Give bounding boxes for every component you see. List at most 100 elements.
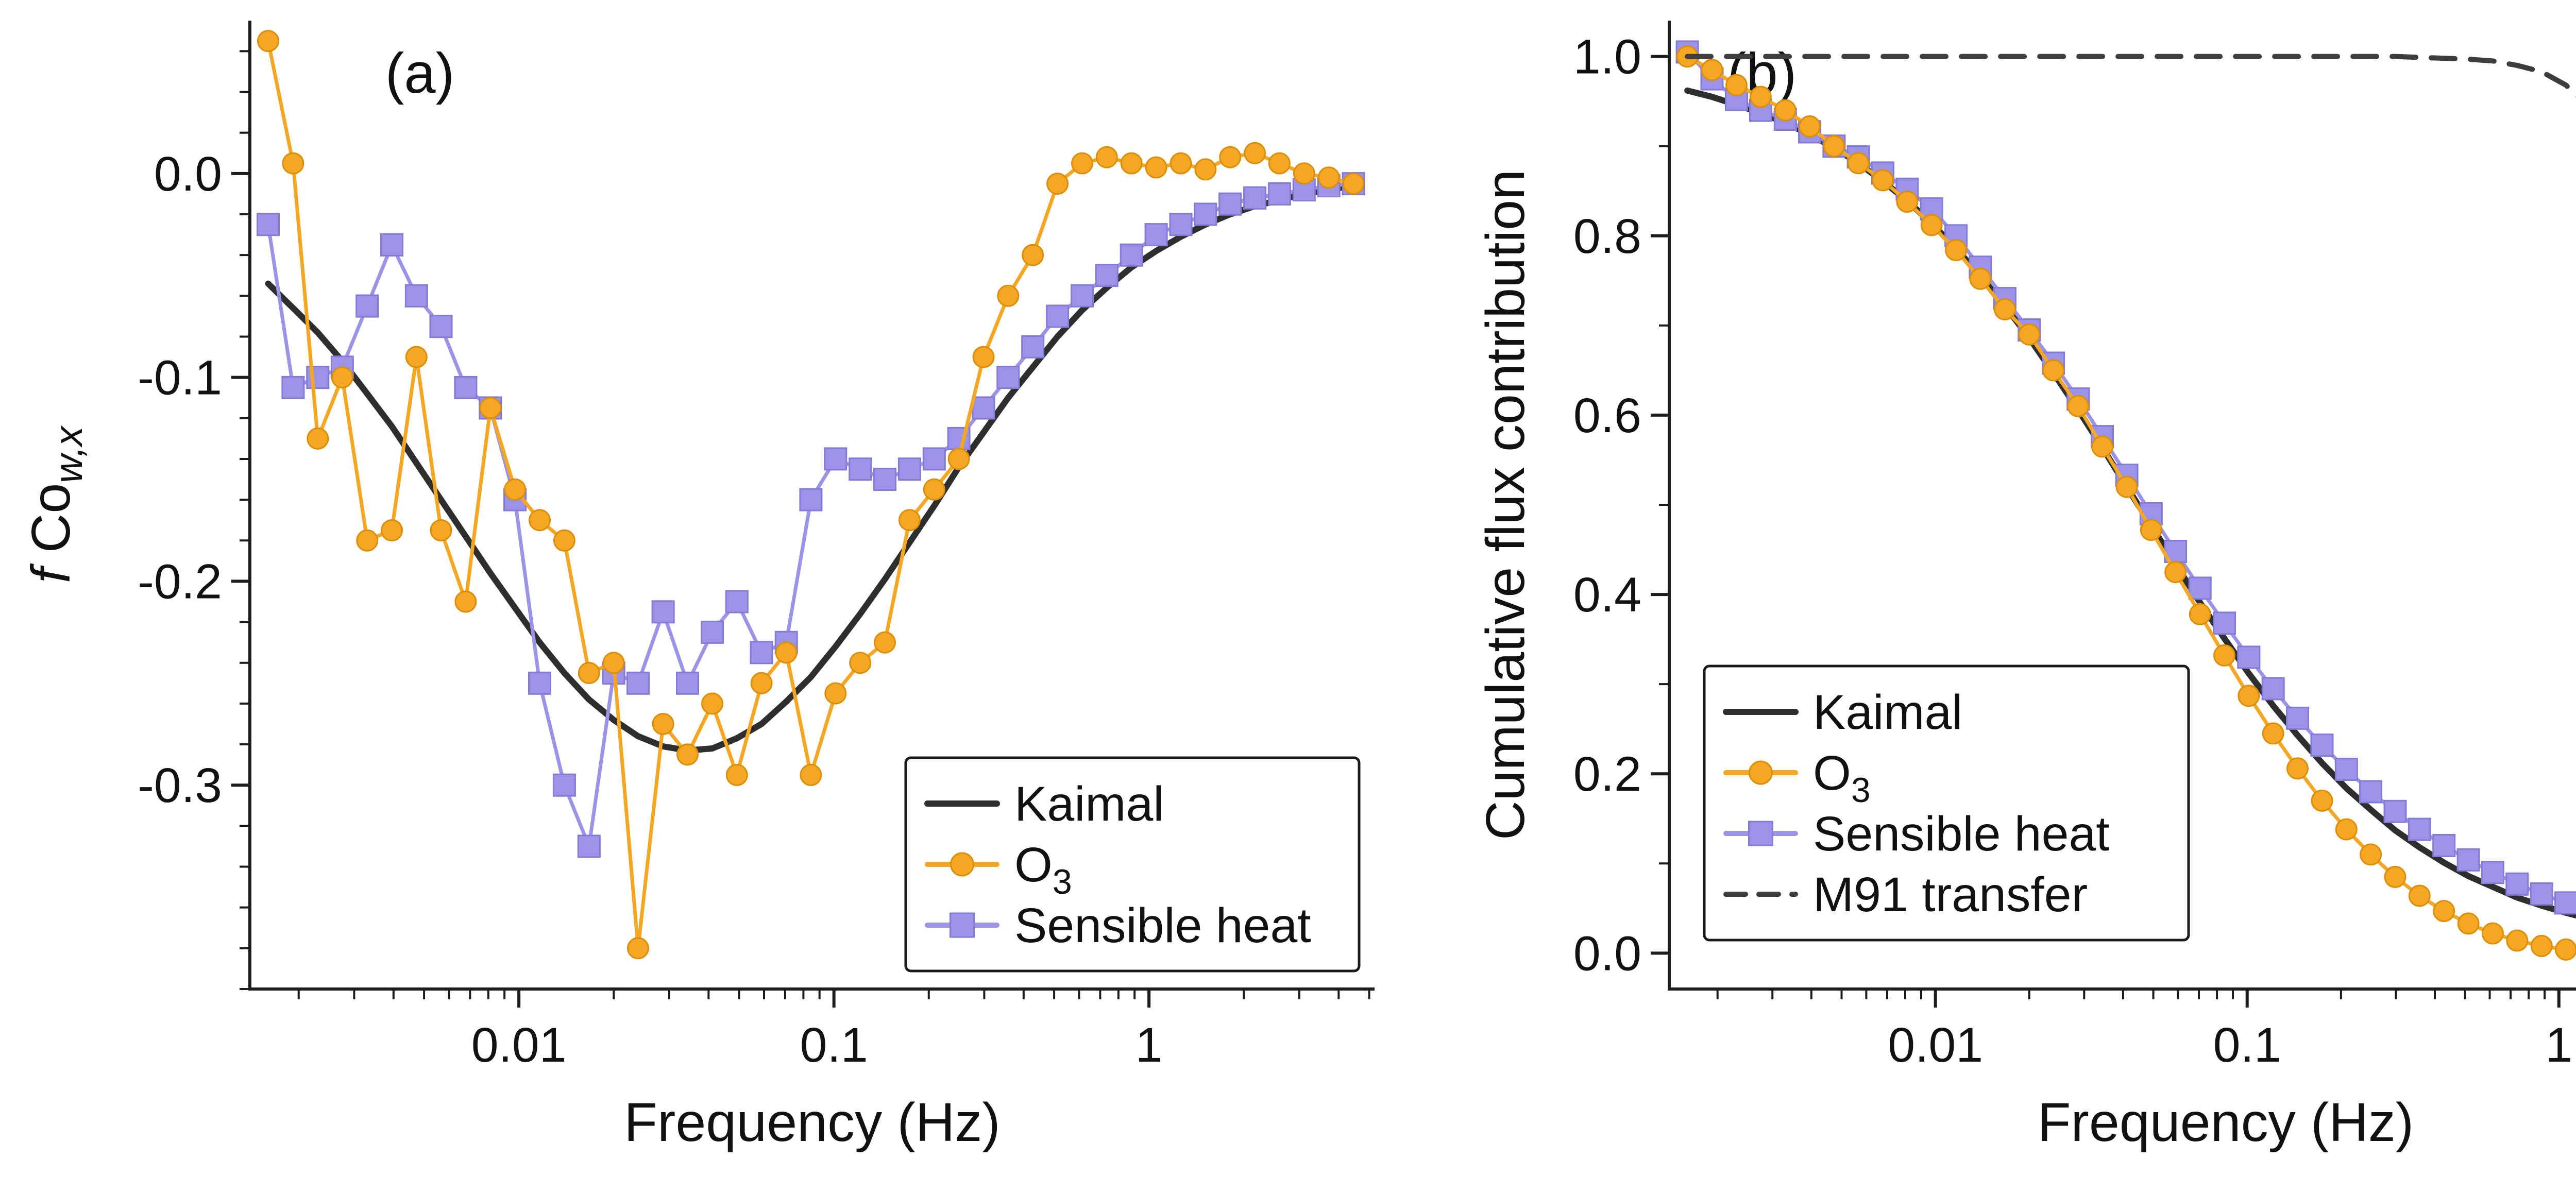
circle-marker bbox=[1145, 156, 1167, 179]
legend-entry-m91-transfer: M91 transfer bbox=[1723, 867, 2088, 922]
square-marker bbox=[2334, 758, 2358, 781]
x-tick-label: 0.01 bbox=[471, 1018, 567, 1072]
circle-marker bbox=[1749, 86, 1772, 108]
circle-marker bbox=[701, 692, 723, 715]
circle-marker bbox=[2335, 818, 2358, 841]
circle-marker bbox=[750, 672, 773, 694]
circle-marker bbox=[1219, 146, 1242, 168]
series-line bbox=[1685, 54, 2576, 98]
circle-marker bbox=[1847, 152, 1870, 175]
circle-marker bbox=[2067, 395, 2090, 417]
square-marker bbox=[2213, 611, 2236, 635]
x-tick-label: 1 bbox=[2545, 1018, 2572, 1072]
square-marker bbox=[824, 447, 848, 471]
series-m91-transfer bbox=[1685, 54, 2576, 98]
circle-marker bbox=[1725, 74, 1748, 96]
square-marker bbox=[2261, 677, 2285, 701]
square-marker bbox=[626, 671, 650, 695]
circle-marker bbox=[2042, 359, 2065, 382]
square-marker bbox=[873, 468, 896, 491]
y-tick-label: -0.3 bbox=[138, 758, 222, 813]
legend-label: Sensible heat bbox=[1813, 807, 2110, 861]
circle-marker bbox=[2018, 323, 2041, 346]
circle-marker bbox=[602, 652, 625, 674]
square-marker bbox=[897, 457, 921, 481]
circle-marker bbox=[627, 937, 649, 960]
circle-marker bbox=[405, 346, 428, 368]
legend-square-marker bbox=[950, 912, 975, 938]
legend-label: Kaimal bbox=[1813, 685, 1962, 740]
legend-circle-marker bbox=[950, 852, 974, 877]
y-axis bbox=[231, 50, 250, 990]
square-marker bbox=[2237, 645, 2261, 669]
legend-square-marker bbox=[1748, 821, 1773, 846]
circle-marker bbox=[1046, 173, 1069, 195]
circle-marker bbox=[1170, 152, 1192, 175]
x-tick-label: 1 bbox=[1136, 1018, 1163, 1072]
x-tick-label: 0.1 bbox=[800, 1018, 868, 1072]
square-marker bbox=[257, 213, 280, 236]
series-line bbox=[266, 182, 1355, 848]
square-marker bbox=[2432, 834, 2456, 857]
square-marker bbox=[1243, 186, 1267, 210]
square-marker bbox=[2456, 848, 2480, 872]
square-marker bbox=[799, 488, 823, 512]
legend-entry-o3: O3 bbox=[925, 838, 1072, 901]
circle-marker bbox=[2140, 519, 2162, 541]
circle-marker bbox=[849, 652, 872, 674]
circle-marker bbox=[1194, 158, 1217, 181]
circle-marker bbox=[553, 529, 575, 552]
circle-marker bbox=[1701, 59, 1723, 81]
series-o3 bbox=[1676, 45, 2576, 961]
square-marker bbox=[1169, 213, 1193, 236]
legend-circle-marker bbox=[1749, 760, 1773, 785]
legend-label: Kaimal bbox=[1014, 777, 1164, 831]
circle-marker bbox=[2213, 644, 2235, 667]
series-sensible-heat bbox=[257, 172, 1365, 858]
circle-marker bbox=[725, 763, 748, 786]
legend-entry-o3: O3 bbox=[1723, 746, 1871, 810]
circle-marker bbox=[504, 478, 527, 501]
square-marker bbox=[1218, 192, 1242, 216]
circle-marker bbox=[282, 152, 304, 175]
square-marker bbox=[528, 671, 551, 695]
square-marker bbox=[1021, 335, 1045, 359]
legend-label: M91 transfer bbox=[1813, 867, 2088, 922]
y-tick-label: 0.0 bbox=[154, 147, 222, 201]
square-marker bbox=[849, 457, 872, 481]
y-tick-label: 0.0 bbox=[1573, 926, 1641, 981]
x-axis-title: Frequency (Hz) bbox=[2038, 1092, 2414, 1153]
circle-marker bbox=[1823, 135, 1845, 158]
square-marker bbox=[996, 366, 1020, 389]
square-marker bbox=[1095, 264, 1118, 287]
circle-marker bbox=[676, 743, 699, 766]
y-tick-label: -0.2 bbox=[138, 554, 222, 609]
square-marker bbox=[1267, 182, 1291, 206]
circle-marker bbox=[529, 509, 551, 532]
legend-box bbox=[904, 756, 1361, 973]
x-axis bbox=[297, 989, 1370, 1008]
circle-marker bbox=[479, 397, 502, 419]
square-marker bbox=[281, 376, 305, 399]
circle-marker bbox=[2286, 757, 2309, 780]
square-marker bbox=[1144, 223, 1168, 247]
circle-marker bbox=[2481, 922, 2504, 945]
circle-marker bbox=[2115, 475, 2138, 498]
legend-entry-kaimal: Kaimal bbox=[924, 777, 1164, 831]
y-axis bbox=[1651, 55, 1669, 955]
circle-marker bbox=[1872, 169, 1894, 192]
circle-marker bbox=[1022, 244, 1044, 266]
legend-entry-kaimal: Kaimal bbox=[1723, 685, 1962, 740]
circle-marker bbox=[2457, 912, 2480, 935]
legend-entry-sensible-heat: Sensible heat bbox=[925, 898, 1311, 953]
circle-marker bbox=[824, 682, 847, 705]
circle-marker bbox=[2262, 722, 2284, 745]
circle-marker bbox=[1774, 99, 1797, 122]
circle-marker bbox=[1342, 173, 1365, 195]
series-line bbox=[265, 182, 1357, 754]
circle-marker bbox=[307, 427, 329, 450]
circle-marker bbox=[2506, 929, 2529, 952]
x-tick-label: 0.1 bbox=[2213, 1018, 2281, 1072]
circle-marker bbox=[578, 662, 600, 684]
